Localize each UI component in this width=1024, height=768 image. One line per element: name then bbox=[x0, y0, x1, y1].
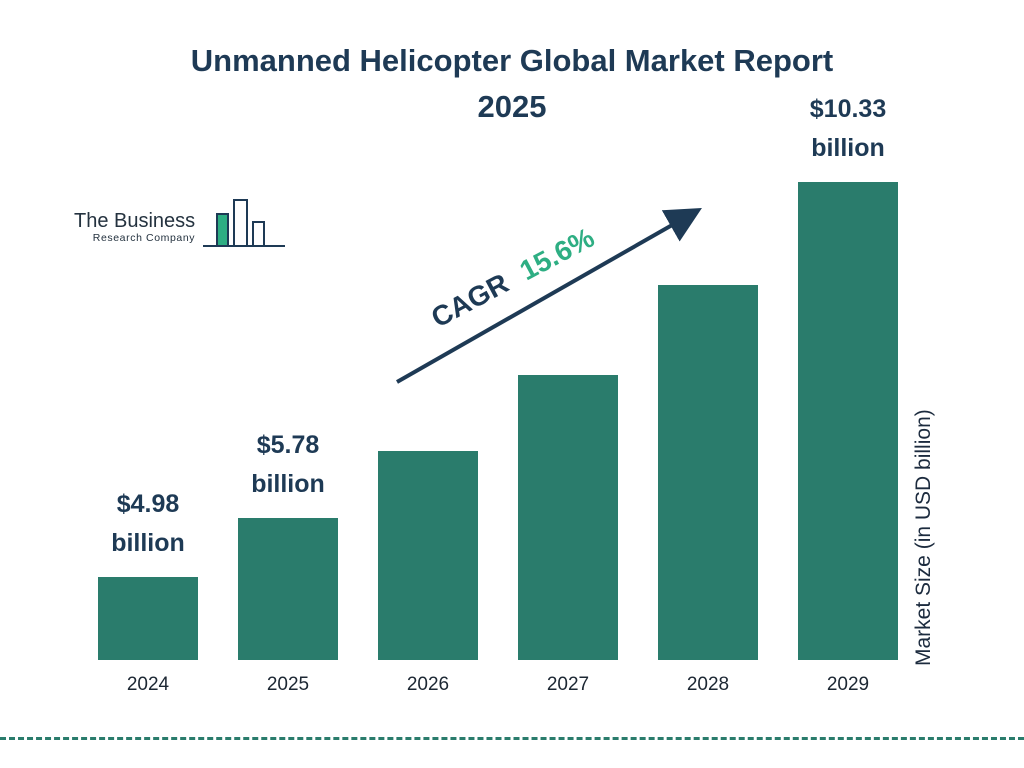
bar-slot-2029: $10.33 billion 2029 bbox=[798, 80, 898, 698]
value-label-amount: $5.78 bbox=[256, 431, 320, 459]
x-tick-label-2028: 2028 bbox=[686, 674, 730, 695]
value-label-2024: $4.98 billion bbox=[111, 485, 185, 563]
bar-2025 bbox=[238, 518, 338, 660]
chart-title-line1: Unmanned Helicopter Global Market Report bbox=[190, 43, 834, 78]
value-label-amount: $10.33 bbox=[809, 95, 887, 123]
chart-title-line2: 2025 bbox=[477, 89, 547, 124]
bar-2029 bbox=[798, 182, 898, 660]
bar-slot-2024: $4.98 billion 2024 bbox=[98, 80, 198, 698]
company-logo-subtitle: Research Company bbox=[92, 232, 196, 244]
bar-2024 bbox=[98, 577, 198, 660]
company-logo-name: The Business bbox=[74, 210, 196, 232]
bar-slot-2026: 2026 bbox=[378, 80, 478, 698]
chart-title: Unmanned Helicopter Global Market Report… bbox=[0, 38, 1024, 130]
company-logo: The Business Research Company bbox=[74, 192, 287, 258]
x-tick-label-2029: 2029 bbox=[826, 674, 870, 695]
bar-2027 bbox=[518, 375, 618, 660]
bar-2028 bbox=[658, 285, 758, 660]
value-label-unit: billion bbox=[811, 134, 885, 162]
bottom-dashed-divider bbox=[0, 737, 1024, 740]
x-tick-label-2026: 2026 bbox=[406, 674, 450, 695]
bar-2026 bbox=[378, 451, 478, 660]
bar-slot-2027: 2027 bbox=[518, 80, 618, 698]
y-axis-label: Market Size (in USD billion) bbox=[912, 409, 935, 666]
trend-arrow-icon bbox=[396, 208, 702, 384]
value-label-unit: billion bbox=[251, 470, 325, 498]
value-label-2029: $10.33 billion bbox=[810, 90, 886, 168]
bar-slot-2025: $5.78 billion 2025 bbox=[238, 80, 338, 698]
x-tick-label-2025: 2025 bbox=[266, 674, 310, 695]
bar-slot-2028: 2028 bbox=[658, 80, 758, 698]
company-logo-icon bbox=[203, 199, 286, 247]
x-tick-label-2027: 2027 bbox=[546, 674, 590, 695]
value-label-unit: billion bbox=[111, 529, 185, 557]
bar-chart: $4.98 billion 2024 $5.78 billion 2025 2026 2027… bbox=[98, 80, 898, 698]
value-label-2025: $5.78 billion bbox=[251, 426, 325, 504]
company-logo-text: The Business Research Company bbox=[74, 210, 195, 258]
value-label-amount: $4.98 bbox=[116, 490, 180, 518]
x-tick-label-2024: 2024 bbox=[126, 674, 170, 695]
